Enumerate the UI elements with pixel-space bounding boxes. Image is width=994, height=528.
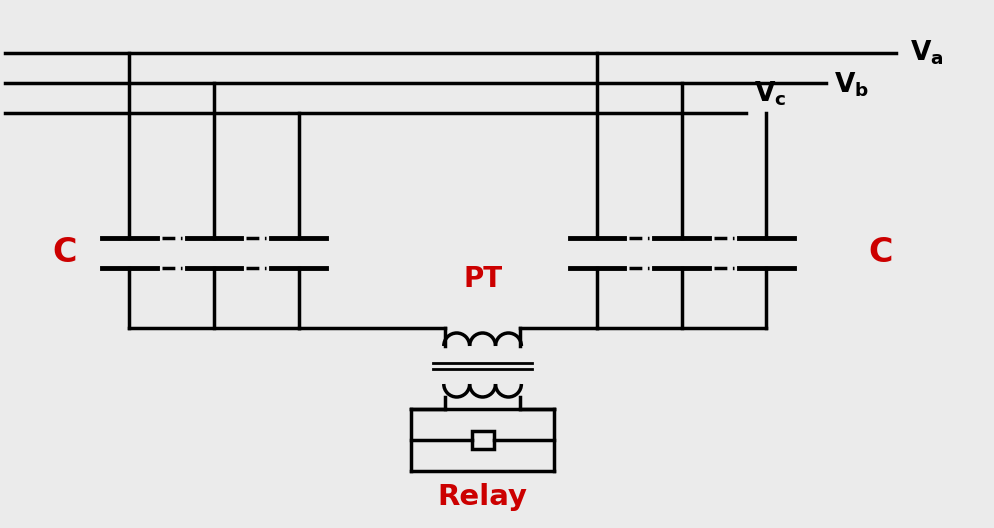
Text: $\mathregular{V_c}$: $\mathregular{V_c}$ [753,80,786,108]
Text: Relay: Relay [437,483,527,511]
Text: $\mathregular{V_b}$: $\mathregular{V_b}$ [833,71,868,99]
Text: $\mathregular{V_a}$: $\mathregular{V_a}$ [910,39,943,67]
Text: PT: PT [462,265,502,293]
Text: C: C [868,237,892,269]
Bar [471,431,493,449]
Text: C: C [53,237,77,269]
